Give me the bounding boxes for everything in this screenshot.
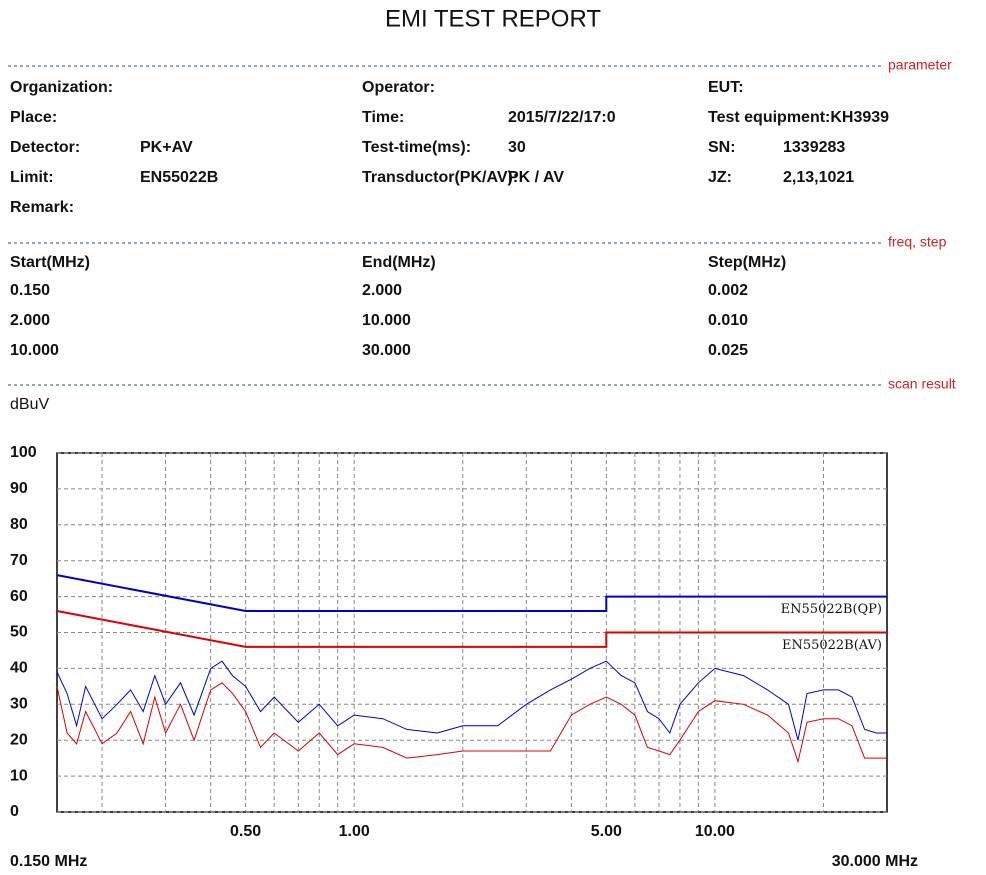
y-tick-label: 10 <box>10 767 28 784</box>
y-tick-label: 100 <box>10 444 37 461</box>
field-label: JZ: <box>708 169 732 186</box>
field-label: Test-time(ms): <box>362 139 471 156</box>
y-tick-label: 60 <box>10 588 28 605</box>
report-title: EMI TEST REPORT <box>385 5 601 32</box>
section-label: freq, step <box>888 234 947 250</box>
field-label: SN: <box>708 139 736 156</box>
table-cell: 2.000 <box>10 312 50 329</box>
x-tick-label: 10.00 <box>695 823 735 840</box>
table-cell: 10.000 <box>362 312 411 329</box>
field-value: PK+AV <box>140 139 193 156</box>
table-cell: 10.000 <box>10 342 59 359</box>
y-tick-label: 20 <box>10 731 28 748</box>
section-label: scan result <box>888 376 956 392</box>
x-tick-label: 0.50 <box>230 823 261 840</box>
table-cell: 2.000 <box>362 282 402 299</box>
field-label: Place: <box>10 109 57 126</box>
limit-label: EN55022B(AV) <box>782 638 882 653</box>
x-start-label: 0.150 MHz <box>10 853 87 870</box>
limit-label: EN55022B(QP) <box>781 602 882 617</box>
y-tick-label: 50 <box>10 624 28 641</box>
field-label: Transductor(PK/AV): <box>362 169 518 186</box>
table-cell: 0.150 <box>10 282 50 299</box>
x-end-label: 30.000 MHz <box>832 853 918 870</box>
field-value: 30 <box>508 139 526 156</box>
table-header: Step(MHz) <box>708 254 786 271</box>
table-header: End(MHz) <box>362 254 436 271</box>
y-tick-label: 30 <box>10 696 28 713</box>
field-value: 2015/7/22/17:0 <box>508 109 616 126</box>
field-label: Organization: <box>10 79 113 96</box>
y-tick-label: 0 <box>10 803 19 820</box>
field-label: Time: <box>362 109 404 126</box>
data-line <box>56 682 887 764</box>
field-label: Test equipment:KH3939 <box>708 109 889 126</box>
field-value: EN55022B <box>140 169 218 186</box>
y-axis-label: dBuV <box>10 396 49 413</box>
data-line <box>56 610 887 648</box>
y-tick-label: 90 <box>10 480 28 497</box>
field-label: Remark: <box>10 199 74 216</box>
x-tick-label: 5.00 <box>591 823 622 840</box>
field-value: 1339283 <box>783 139 845 156</box>
field-label: Limit: <box>10 169 54 186</box>
data-line <box>56 574 887 612</box>
y-tick-label: 70 <box>10 552 28 569</box>
x-tick-label: 1.00 <box>339 823 370 840</box>
field-label: Detector: <box>10 139 80 156</box>
table-cell: 0.002 <box>708 282 748 299</box>
y-tick-label: 40 <box>10 660 28 677</box>
field-label: EUT: <box>708 79 744 96</box>
table-cell: 0.010 <box>708 312 748 329</box>
section-label: parameter <box>888 57 952 73</box>
field-value: PK / AV <box>508 169 564 186</box>
table-header: Start(MHz) <box>10 254 90 271</box>
field-label: Operator: <box>362 79 435 96</box>
table-cell: 30.000 <box>362 342 411 359</box>
table-cell: 0.025 <box>708 342 748 359</box>
field-value: 2,13,1021 <box>783 169 854 186</box>
y-tick-label: 80 <box>10 516 28 533</box>
data-line <box>56 660 887 741</box>
